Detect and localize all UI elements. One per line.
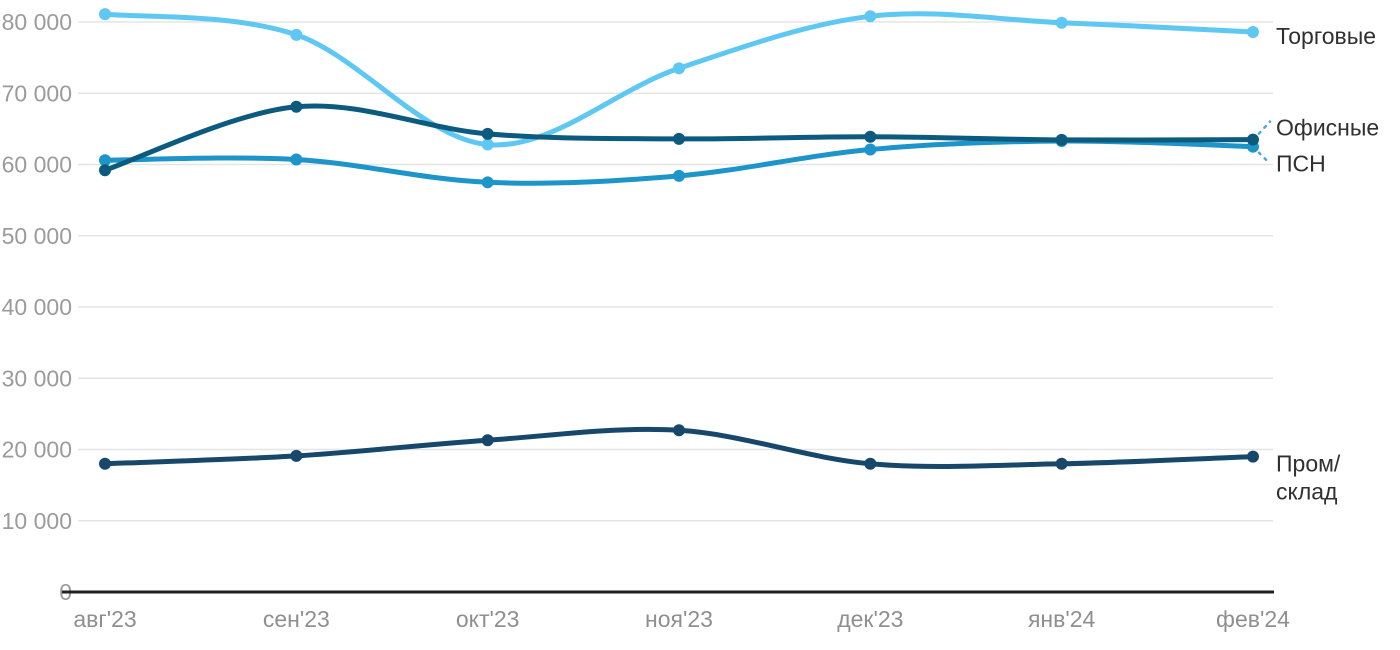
data-point — [672, 424, 685, 437]
data-point — [481, 434, 494, 447]
data-point — [1246, 25, 1259, 38]
series-label: склад — [1276, 479, 1338, 505]
data-point — [290, 153, 303, 166]
series-label: Пром/ — [1276, 451, 1341, 477]
series-line — [102, 11, 1256, 148]
data-point — [481, 127, 494, 140]
y-axis-tick-label: 50 000 — [2, 223, 72, 249]
data-point — [672, 132, 685, 145]
y-axis-tick-label: 20 000 — [2, 437, 72, 463]
data-point — [290, 100, 303, 113]
data-point — [99, 164, 111, 177]
series-label: Торговые — [1276, 23, 1376, 49]
data-point — [864, 10, 877, 23]
x-axis-tick-label: ноя'23 — [645, 606, 713, 632]
series-label: Офисные — [1276, 115, 1379, 141]
data-point — [672, 62, 685, 75]
x-axis-tick-label: дек'23 — [837, 606, 903, 632]
data-point — [290, 449, 303, 462]
label-connector-line — [1257, 120, 1272, 135]
y-axis-tick-label: 60 000 — [2, 152, 72, 178]
data-point — [99, 154, 111, 167]
data-point — [1055, 133, 1068, 146]
series-label: ПСН — [1276, 151, 1326, 177]
data-point — [1246, 450, 1259, 463]
x-axis-tick-label: сен'23 — [263, 606, 330, 632]
data-point — [481, 138, 494, 151]
data-point — [99, 8, 111, 21]
y-axis-tick-label: 80 000 — [2, 9, 72, 35]
data-point — [864, 457, 877, 470]
data-point — [864, 130, 877, 143]
x-axis-tick-label: авг'23 — [73, 606, 136, 632]
y-axis-tick-label: 40 000 — [2, 294, 72, 320]
x-axis-tick-label: янв'24 — [1028, 606, 1096, 632]
data-point — [99, 457, 111, 470]
data-point — [864, 143, 877, 156]
y-axis-tick-label: 30 000 — [2, 365, 72, 391]
data-point — [1246, 133, 1259, 146]
y-axis-tick-label: 10 000 — [2, 508, 72, 534]
label-connector-line — [1257, 151, 1272, 165]
x-axis-tick-label: фев'24 — [1216, 606, 1290, 632]
data-point — [1055, 16, 1068, 29]
y-axis-tick-label: 70 000 — [2, 80, 72, 106]
data-point — [672, 169, 685, 182]
data-point — [481, 176, 494, 189]
x-axis-tick-label: окт'23 — [456, 606, 520, 632]
data-point — [1055, 457, 1068, 470]
data-point — [290, 28, 303, 41]
